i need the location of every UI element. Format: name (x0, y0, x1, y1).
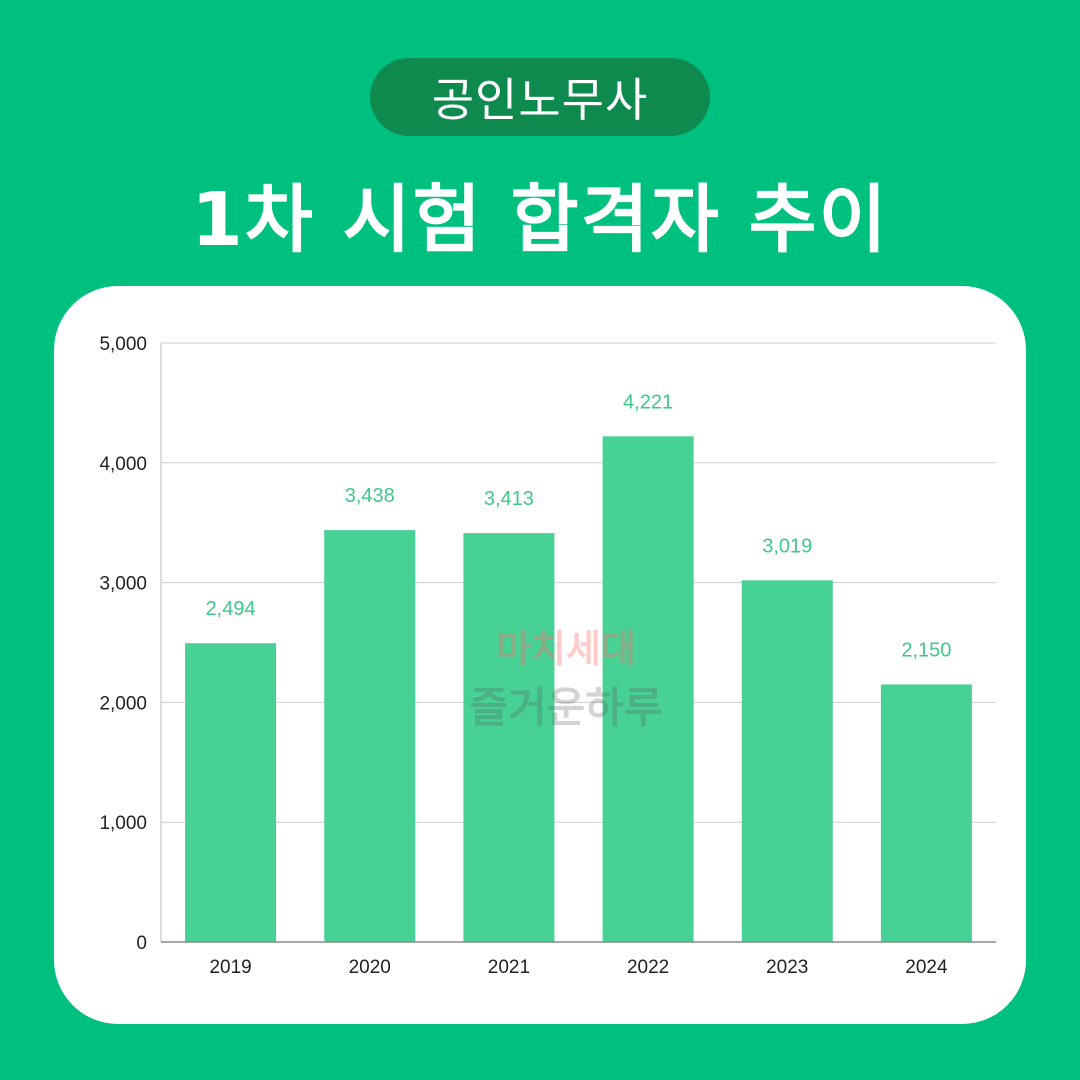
x-tick-label: 2020 (349, 957, 391, 978)
watermark-line-1: 마치세대 (496, 627, 636, 671)
data-labels: 2,494 3,438 3,413 4,221 3,019 2,150 (206, 391, 952, 661)
bar (602, 436, 694, 942)
bars (185, 436, 972, 942)
bar (741, 580, 833, 942)
bar (880, 684, 972, 942)
axes: 0 1,000 2,000 3,000 4,000 5,000 2019 2020 2021 20… (99, 334, 996, 978)
data-label: 3,019 (762, 535, 812, 557)
data-label: 2,150 (901, 639, 951, 661)
grid-lines (161, 342, 996, 823)
y-tick-label: 5,000 (99, 334, 147, 355)
bar (324, 530, 416, 942)
data-label: 4,221 (623, 391, 673, 413)
x-tick-label: 2021 (488, 957, 530, 978)
y-tick-label: 1,000 (99, 813, 147, 834)
bar (185, 643, 277, 942)
bar-chart: 0 1,000 2,000 3,000 4,000 5,000 2019 2020 2021 20… (99, 334, 996, 978)
x-tick-label: 2022 (627, 957, 669, 978)
chart-card: 0 1,000 2,000 3,000 4,000 5,000 2019 2020 2021 20… (54, 286, 1026, 1024)
y-tick-label: 2,000 (99, 693, 147, 714)
watermark: 마치세대 즐거운하루 (469, 627, 662, 732)
x-tick-label: 2019 (209, 957, 251, 978)
badge-pill: 공인노무사 (370, 58, 710, 136)
y-tick-label: 3,000 (99, 574, 147, 595)
bar (463, 533, 555, 942)
y-tick-label: 4,000 (99, 454, 147, 475)
badge-text: 공인노무사 (431, 73, 649, 127)
page-title: 1차 시험 합격자 추이 (191, 177, 889, 263)
x-tick-label: 2024 (905, 957, 948, 978)
y-tick-label: 0 (136, 933, 147, 954)
x-tick-label: 2023 (766, 957, 808, 978)
data-label: 3,438 (345, 485, 395, 507)
data-label: 2,494 (206, 598, 256, 620)
watermark-line-2: 즐거운하루 (469, 683, 662, 732)
data-label: 3,413 (484, 488, 534, 510)
